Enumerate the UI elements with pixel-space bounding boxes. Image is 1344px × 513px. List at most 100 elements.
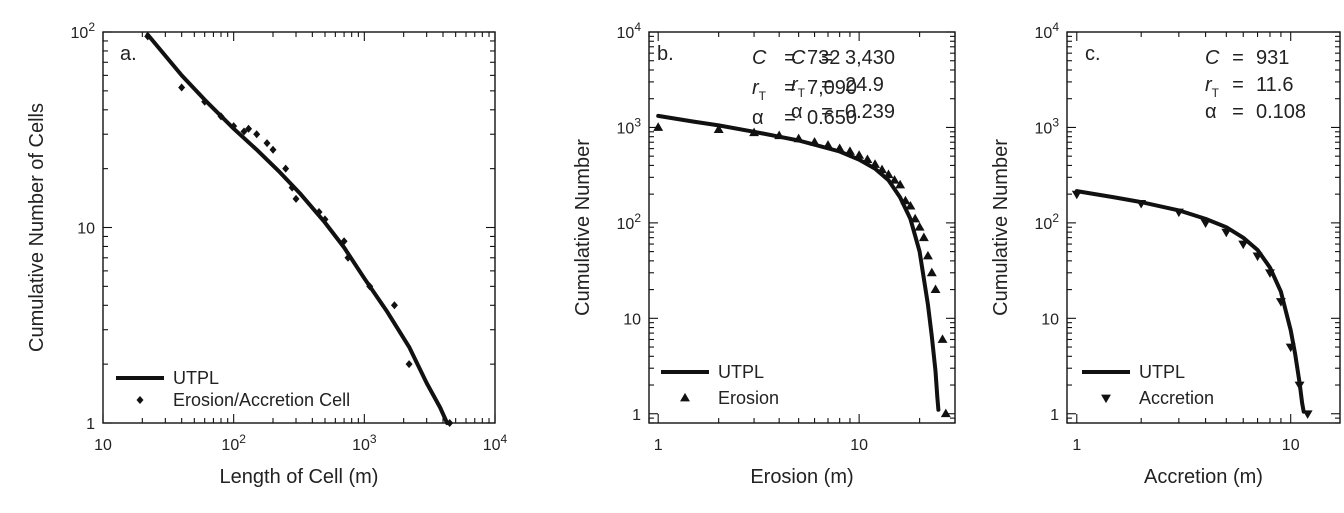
plot-area	[144, 32, 454, 427]
y-tick-label: 1	[1050, 407, 1059, 424]
y-axis-label: Cumulative Number	[990, 139, 1012, 316]
utpl-line	[1074, 189, 1306, 414]
data-point	[240, 127, 248, 136]
y-tick-label: 10	[1041, 311, 1059, 328]
param-equals: =	[821, 101, 833, 123]
legend-entry: UTPL	[173, 368, 219, 388]
data-point	[1252, 252, 1263, 262]
panel-label: b.	[657, 43, 674, 65]
data-point	[269, 145, 277, 154]
data-point	[870, 159, 880, 168]
legend-marker-swatch	[1101, 394, 1111, 404]
data-point	[230, 122, 238, 131]
legend-entry: Accretion	[1139, 388, 1214, 408]
panel-1: 10 102 103 104 1 10 102 Length of Cell (m) Cumul…	[26, 20, 857, 488]
utpl-line	[145, 32, 450, 425]
param-equals: =	[1232, 101, 1244, 123]
legend-entry: Erosion	[718, 388, 779, 408]
x-axis-label: Erosion (m)	[750, 466, 853, 488]
data-point	[922, 250, 933, 260]
param-equals: =	[1232, 47, 1244, 69]
param-equals: =	[784, 77, 796, 99]
y-tick-label: 1	[632, 407, 641, 424]
data-point	[1275, 298, 1286, 307]
plot-area	[1071, 189, 1313, 419]
y-tick-label: 103	[617, 115, 642, 137]
panel-2: 1 10 1 10 102 103 104 Erosion (m) Cumulative Num…	[572, 20, 956, 488]
data-point	[940, 408, 951, 418]
data-point	[918, 232, 929, 242]
data-point	[862, 154, 873, 164]
x-tick-label: 10	[850, 437, 868, 454]
legend-entry: Erosion/Accretion Cell	[173, 390, 350, 410]
data-point	[926, 267, 937, 277]
data-point	[201, 97, 209, 106]
data-point	[749, 127, 760, 137]
x-axis-label: Length of Cell (m)	[220, 466, 379, 488]
data-point	[217, 112, 225, 121]
data-point	[713, 124, 724, 133]
param-symbol: rT	[1205, 74, 1220, 100]
param-symbol: α	[1205, 101, 1217, 123]
x-tick-label: 1	[1072, 437, 1081, 454]
panel-3: 1 10 1 10 102 103 104 Accretion (m) Cumulative N…	[990, 20, 1341, 488]
param-symbol: rT	[791, 74, 806, 100]
data-point	[895, 179, 906, 189]
data-point	[854, 150, 865, 159]
panel-label: c.	[1085, 43, 1101, 65]
data-point	[883, 169, 894, 179]
param-value: 0.239	[845, 101, 895, 123]
data-point	[930, 284, 941, 294]
tick-marks	[102, 31, 496, 424]
data-point	[910, 213, 921, 223]
param-value: 24.9	[845, 74, 884, 96]
param-value: 931	[1256, 47, 1289, 69]
x-tick-label: 102	[221, 432, 246, 454]
tick-marks	[648, 31, 956, 424]
param-value: 3,430	[845, 47, 895, 69]
plot-area	[653, 113, 951, 418]
param-value: 0.650	[807, 107, 857, 129]
y-axis-label: Cumulative Number	[572, 139, 594, 316]
data-point	[263, 139, 271, 148]
data-point	[834, 143, 845, 153]
data-point	[1071, 190, 1082, 200]
legend: UTPL Accretion	[1082, 362, 1214, 408]
data-point	[282, 164, 290, 173]
data-point	[366, 282, 374, 291]
x-tick-label: 104	[483, 432, 508, 454]
legend-entry: UTPL	[1139, 362, 1185, 382]
data-point	[1200, 219, 1211, 229]
data-point	[877, 164, 887, 174]
data-point	[340, 237, 348, 246]
plot-frame	[1066, 31, 1341, 424]
param-value: 0.108	[1256, 101, 1306, 123]
y-tick-label: 104	[1035, 20, 1060, 42]
param-value: 7,090	[807, 77, 857, 99]
param-value: 11.6	[1256, 74, 1293, 96]
data-point	[823, 140, 833, 149]
data-point	[390, 301, 398, 310]
legend-marker-swatch	[136, 396, 144, 404]
param-symbol: rT	[752, 77, 767, 103]
x-tick-label: 1	[654, 437, 663, 454]
y-tick-label: 10	[623, 311, 641, 328]
param-equals: =	[821, 74, 833, 96]
data-point	[446, 419, 454, 427]
param-equals: =	[784, 107, 796, 129]
y-tick-label: 104	[617, 20, 642, 42]
x-tick-label: 10	[94, 437, 112, 454]
legend: UTPL Erosion	[661, 362, 779, 408]
data-point	[905, 200, 916, 210]
data-point	[1238, 240, 1249, 250]
data-point	[653, 122, 664, 131]
data-point	[774, 130, 785, 140]
data-point	[405, 360, 413, 369]
data-point	[292, 194, 300, 203]
param-equals: =	[1232, 74, 1244, 96]
plot-frame	[102, 31, 496, 424]
data-point	[253, 130, 261, 139]
x-tick-label: 103	[352, 432, 377, 454]
param-symbol: C	[1205, 47, 1220, 69]
